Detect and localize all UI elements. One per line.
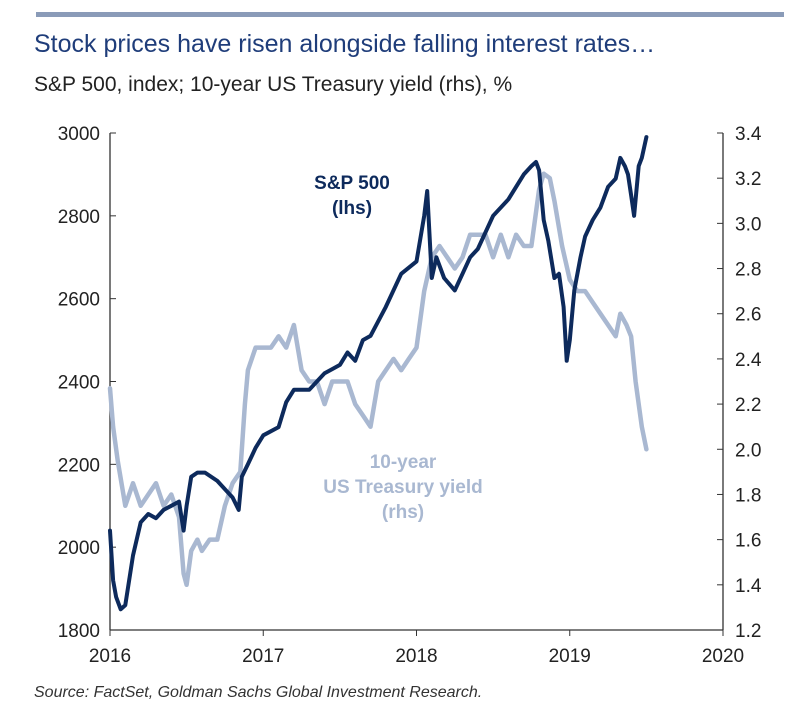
chart-subtitle: S&P 500, index; 10-year US Treasury yiel… [34,73,513,96]
x-tick-label: 2016 [89,646,131,667]
right-tick-label: 1.8 [735,485,761,506]
top-rule [36,12,784,17]
x-tick-label: 2019 [549,646,591,667]
left-tick-label: 2600 [58,290,100,311]
left-tick-label: 2200 [58,455,100,476]
x-tick-label: 2020 [702,646,744,667]
right-tick-label: 1.4 [735,576,762,597]
right-tick-label: 3.0 [735,214,761,235]
right-tick-label: 2.8 [735,260,761,281]
treasury-yield-line [107,171,649,588]
x-tick-label: 2018 [395,646,437,667]
sp500-line [108,135,649,612]
right-tick-label: 2.4 [735,350,762,371]
chart-title: Stock prices have risen alongside fallin… [34,30,656,58]
left-tick-label: 3000 [58,124,100,145]
right-tick-label: 2.6 [735,305,761,326]
right-tick-label: 2.2 [735,395,761,416]
right-tick-label: 2.0 [735,440,761,461]
left-tick-label: 2000 [58,538,100,559]
right-tick-label: 1.2 [735,621,761,642]
source-note: Source: FactSet, Goldman Sachs Global In… [34,684,483,701]
sp500-annotation: S&P 500 [314,173,390,194]
right-tick-label: 1.6 [735,531,761,552]
left-tick-label: 1800 [58,621,100,642]
treasury-annotation: US Treasury yield [323,477,482,498]
x-tick-label: 2017 [242,646,284,667]
left-tick-label: 2400 [58,373,100,394]
left-tick-label: 2800 [58,207,100,228]
right-tick-label: 3.4 [735,124,762,145]
treasury-annotation: 10-year [370,452,437,473]
right-tick-label: 3.2 [735,169,761,190]
treasury-annotation: (rhs) [382,502,424,523]
sp500-annotation: (lhs) [332,198,372,219]
